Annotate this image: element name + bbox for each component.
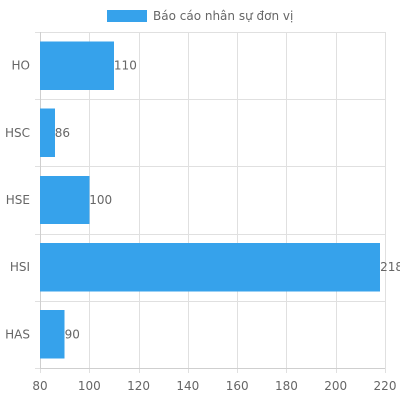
bar-hsc[interactable] bbox=[40, 108, 55, 157]
value-label-hsc: 86 bbox=[55, 126, 70, 140]
bar-has[interactable] bbox=[40, 310, 65, 359]
x-tick-label-120: 120 bbox=[127, 379, 150, 393]
x-tick-label-160: 160 bbox=[226, 379, 249, 393]
bar-hse[interactable] bbox=[40, 175, 90, 225]
chart-legend[interactable]: Báo cáo nhân sự đơn vị bbox=[107, 9, 293, 23]
value-labels: 110 86 100 218 90 bbox=[55, 59, 400, 342]
legend-label-bao-cao-nhan-su: Báo cáo nhân sự đơn vị bbox=[153, 9, 293, 23]
legend-swatch-bao-cao-nhan-su bbox=[107, 10, 147, 22]
category-label-has: HAS bbox=[5, 327, 30, 341]
x-axis-tick-labels: 80 100 120 140 160 180 200 220 bbox=[32, 379, 396, 393]
category-label-ho: HO bbox=[12, 59, 30, 73]
bar-hsi[interactable] bbox=[40, 243, 381, 292]
x-tick-label-140: 140 bbox=[176, 379, 199, 393]
value-label-hse: 100 bbox=[89, 193, 112, 207]
x-tick-label-200: 200 bbox=[324, 379, 347, 393]
value-label-has: 90 bbox=[65, 327, 80, 341]
bar-ho[interactable] bbox=[40, 41, 114, 90]
x-tick-label-220: 220 bbox=[374, 379, 397, 393]
category-label-hse: HSE bbox=[6, 193, 30, 207]
x-tick-label-180: 180 bbox=[275, 379, 298, 393]
x-tick-label-100: 100 bbox=[78, 379, 101, 393]
x-tick-label-80: 80 bbox=[32, 379, 47, 393]
grid bbox=[35, 32, 386, 373]
y-axis-category-labels: HO HSC HSE HSI HAS bbox=[5, 59, 30, 342]
value-label-hsi: 218 bbox=[380, 260, 400, 274]
category-label-hsi: HSI bbox=[10, 260, 30, 274]
value-label-ho: 110 bbox=[114, 59, 137, 73]
category-label-hsc: HSC bbox=[5, 126, 30, 140]
bars bbox=[40, 41, 381, 359]
